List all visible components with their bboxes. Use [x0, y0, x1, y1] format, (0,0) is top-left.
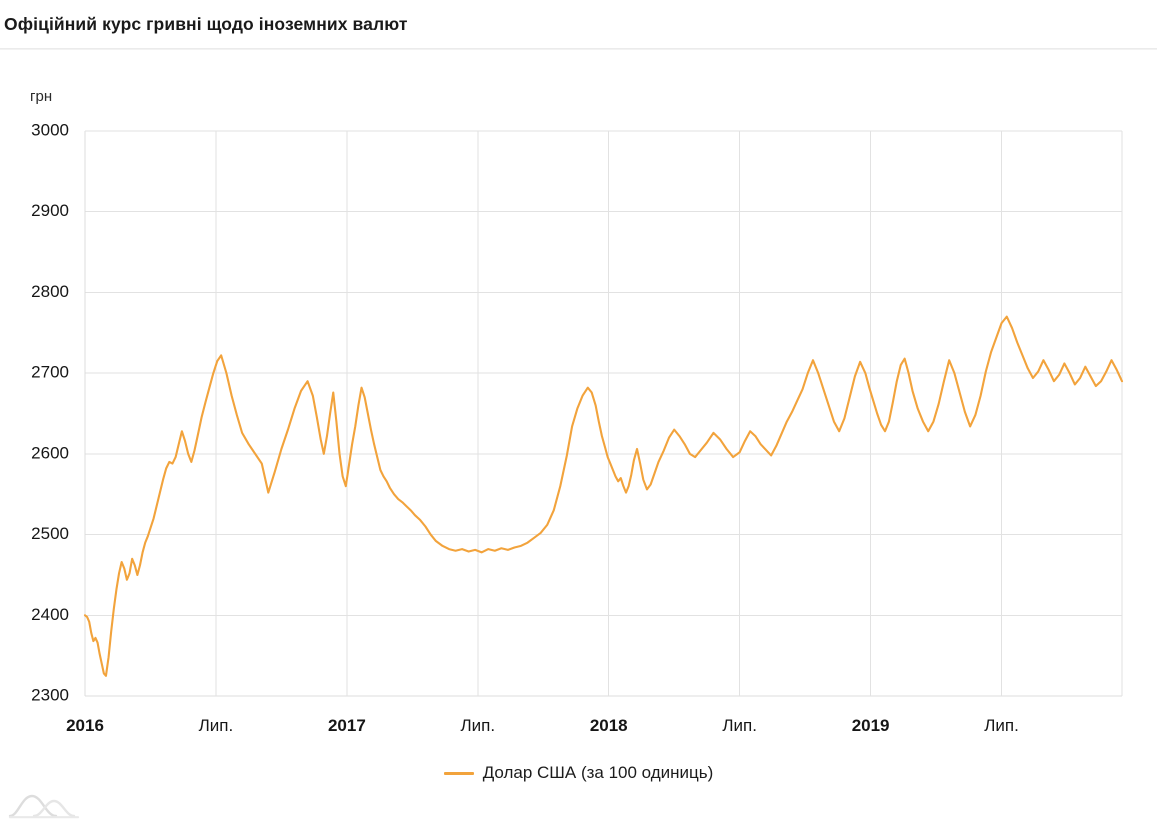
legend-item[interactable]: Долар США (за 100 одиниць) [443, 763, 714, 783]
y-tick-label: 2900 [31, 201, 69, 220]
x-tick-label: 2016 [66, 716, 104, 735]
x-tick-label: 2017 [328, 716, 366, 735]
page-header: Офіційний курс гривні щодо іноземних вал… [0, 0, 1157, 48]
y-tick-label: 2500 [31, 524, 69, 543]
x-tick-label: 2019 [852, 716, 890, 735]
x-tick-label: 2018 [590, 716, 628, 735]
y-tick-label: 2400 [31, 605, 69, 624]
x-axis-ticks: 2016 Лип. 2017 Лип. 2018 Лип. 2019 Лип. [66, 716, 1019, 735]
x-tick-label: Лип. [199, 716, 234, 735]
bell-curves-logo-icon [8, 794, 80, 819]
x-tick-label: Лип. [461, 716, 496, 735]
x-tick-label: Лип. [722, 716, 757, 735]
chart-legend: Долар США (за 100 одиниць) [0, 763, 1157, 783]
y-axis-unit-label: грн [30, 88, 53, 105]
chart-container: грн 2300 2400 2500 2600 2700 2800 2900 3000 201… [0, 50, 1157, 826]
y-axis-ticks: 2300 2400 2500 2600 2700 2800 2900 3000 [31, 120, 69, 704]
y-tick-label: 2600 [31, 443, 69, 462]
series-layer [83, 315, 1124, 677]
y-tick-label: 2800 [31, 282, 69, 301]
y-tick-label: 2300 [31, 685, 69, 704]
line-chart-plot[interactable]: 2300 2400 2500 2600 2700 2800 2900 3000 2016 Лип… [0, 50, 1157, 826]
series-line-0 [83, 315, 1124, 677]
grid-layer [84, 130, 1123, 697]
y-tick-label: 2700 [31, 363, 69, 382]
x-tick-label: Лип. [984, 716, 1019, 735]
legend-item-label: Долар США (за 100 одиниць) [482, 763, 714, 782]
y-tick-label: 3000 [31, 120, 69, 139]
legend-line-swatch-icon [443, 771, 474, 775]
page-title: Офіційний курс гривні щодо іноземних вал… [4, 13, 408, 34]
header-divider [0, 48, 1157, 50]
